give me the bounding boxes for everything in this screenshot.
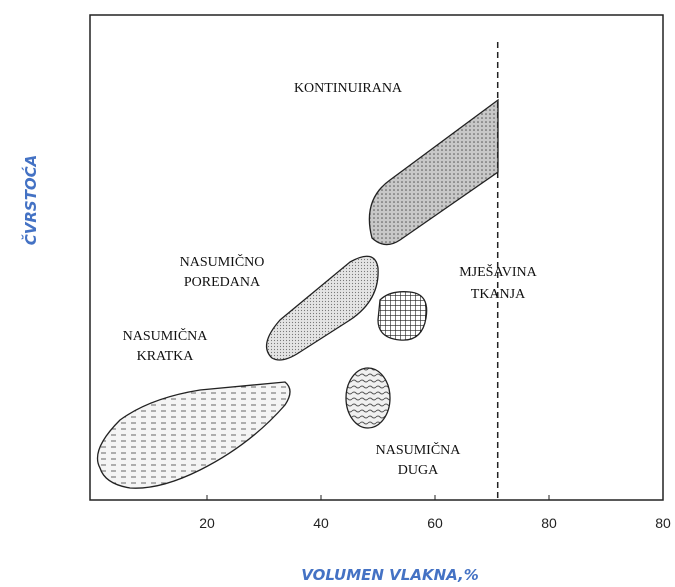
boundary-label: MJEŠAVINA bbox=[459, 263, 537, 280]
x-tick-label: 80 bbox=[655, 515, 671, 531]
region-label: KONTINUIRANA bbox=[294, 81, 403, 96]
x-tick-label: 20 bbox=[199, 515, 215, 531]
region-shape bbox=[368, 98, 499, 246]
x-axis-label: VOLUMEN VLAKNA,% bbox=[301, 566, 479, 584]
region-label: DUGA bbox=[398, 463, 439, 478]
region-label: POREDANA bbox=[184, 275, 261, 290]
region-label: KRATKA bbox=[137, 349, 195, 364]
region-shape bbox=[345, 367, 391, 429]
y-axis-label: ČVRSTOĆA bbox=[20, 155, 40, 246]
plot-frame bbox=[89, 14, 664, 501]
x-tick-label: 40 bbox=[313, 515, 329, 531]
x-tick-label: 80 bbox=[541, 515, 557, 531]
region-shape bbox=[265, 255, 379, 361]
region-label: NASUMIČNA bbox=[123, 327, 209, 344]
x-tick-label: 60 bbox=[427, 515, 443, 531]
region-shape bbox=[96, 381, 291, 489]
region-shape bbox=[377, 291, 428, 341]
region-label: NASUMIČNO bbox=[180, 253, 265, 270]
region-label: NASUMIČNA bbox=[376, 441, 462, 458]
